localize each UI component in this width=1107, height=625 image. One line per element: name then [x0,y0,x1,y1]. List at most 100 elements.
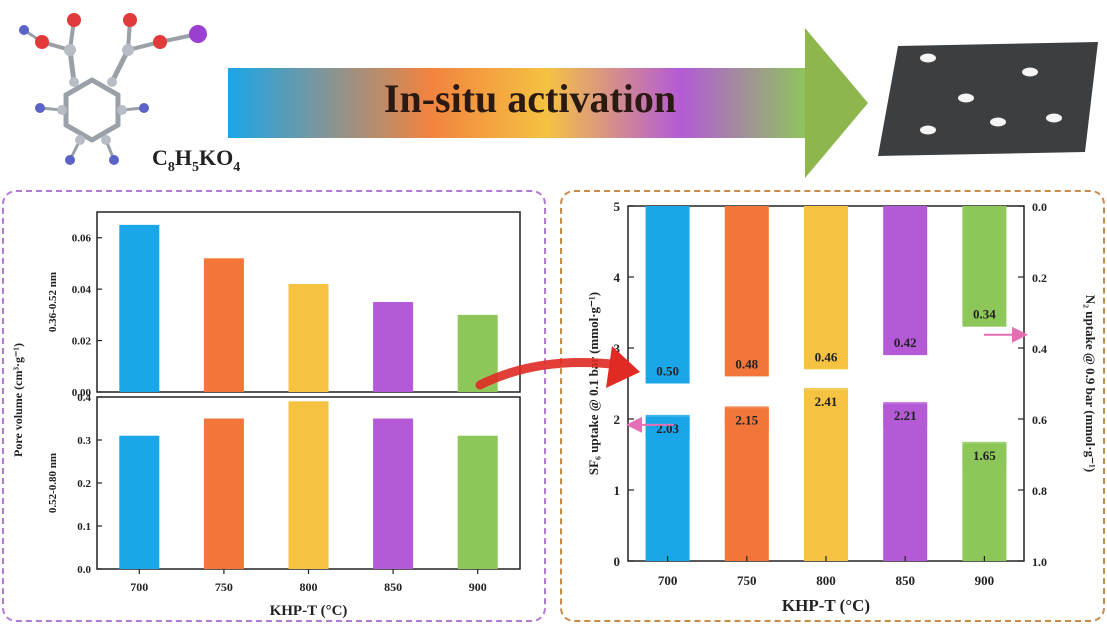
bar-750 [203,418,244,569]
hydrogen-atom [35,103,45,113]
bar-900 [457,435,498,569]
formula-h-sub: 5 [192,160,199,175]
pore-dot [958,93,974,103]
connector-arrow [475,358,625,390]
sf6-label-bg [804,387,848,412]
x-tick-label-900: 900 [975,573,995,588]
oxygen-atom [35,35,49,49]
sf6-value-label-900: 1.65 [973,448,996,463]
y-tick-label-right: 1.0 [1032,555,1047,569]
y-tick-label: 0.04 [72,284,92,296]
bar-800 [288,284,329,392]
carbon-atom [57,105,67,115]
y-tick-label-left: 5 [614,199,621,214]
x-axis-label: KHP-T (°C) [782,596,870,615]
oxygen-atom [67,13,81,27]
bond [63,77,95,98]
pore-dot [920,125,936,135]
y-tick-label-right: 0.6 [1032,413,1047,427]
n2-value-label-900: 0.34 [973,307,996,322]
y-tick-label: 0.00 [72,387,92,399]
pore-dot [990,117,1006,127]
arrow-label: In-situ activation [384,76,676,121]
sf6-bar-750 [724,408,769,561]
pore-dot [920,53,936,63]
hydrogen-atom [109,155,119,165]
chart-pore-volume-large: 700 750 800 850 900 0.0 0.1 0.2 0.3 0.4 0.52-0.80 … [47,392,521,619]
y-tick-label-left: 3 [614,341,621,356]
bar-800 [288,401,329,569]
sf6-bar-800 [804,389,848,561]
sf6-value-label-750: 2.15 [735,412,758,427]
carbon-atom [75,135,85,145]
y-tick-label-left: 0 [614,554,621,569]
formula-ko: KO [199,145,233,170]
right-panel-frame [560,190,1105,622]
formula-h: H [175,145,192,170]
sf6-bar-850 [883,404,928,561]
y-tick-label-right: 0.2 [1032,271,1047,285]
left-panel-frame [2,190,546,622]
svg-text:C8H5KO4: C8H5KO4 [152,145,240,175]
connector-arrow-head [606,346,640,388]
y-tick-label-left: 4 [614,270,621,285]
n2-value-label-850: 0.42 [894,335,917,350]
y-tick-label: 0.3 [77,435,91,447]
x-tick-label-750: 750 [215,580,233,594]
hydrogen-atom [19,25,29,35]
n2-value-label-750: 0.48 [735,356,758,371]
hydrogen-atom [65,155,75,165]
sf6-value-label-700: 2.03 [656,421,679,436]
n2-bar-750 [724,206,769,377]
y-tick-label-left: 2 [614,412,621,427]
carbon-atom [107,77,117,87]
x-tick-label-800: 800 [300,580,318,594]
formula-c-sub: 8 [168,160,175,175]
y-axis-label-left: SF₆ uptake @ 0.1 bar (mmol·g⁻¹) [586,292,601,475]
bar-750 [203,258,244,392]
y-axis-sublabel: 0.36-0.52 nm [47,272,59,332]
y-tick-label: 0.02 [72,336,92,348]
y-axis-label: Pore volume (cm³·g⁻¹) [11,343,25,457]
y-tick-label: 0.2 [77,478,91,490]
x-tick-label-800: 800 [816,573,836,588]
n2-bar-850 [883,206,928,356]
sf6-label-bg [962,441,1007,466]
bar-700 [119,224,160,392]
x-tick-label-700: 700 [130,580,148,594]
y-tick-label-right: 0.8 [1032,484,1047,498]
formula-o-sub: 4 [233,160,240,175]
bar-850 [373,302,414,392]
bond [89,122,121,143]
sf6-value-label-850: 2.21 [894,408,917,423]
carbon-atom [64,44,76,56]
n2-value-label-800: 0.46 [815,349,838,364]
sf6-label-bg [645,414,690,439]
y-tick-label-right: 0.4 [1032,342,1047,356]
sf6-label-bg [724,406,769,431]
y-tick-label: 0.06 [72,233,92,245]
n2-bar-800 [804,206,848,370]
n2-bar-700 [645,206,690,384]
y-tick-label-right: 0.0 [1032,200,1047,214]
carbon-atom [101,135,111,145]
bond [89,77,121,98]
carbon-atom [69,77,79,87]
n2-bar-900 [962,206,1007,327]
carbon-atom [122,44,134,56]
n2-value-label-700: 0.50 [656,364,679,379]
pore-dot [1022,67,1038,77]
khp-molecule-icon [19,13,207,165]
oxygen-atom [123,13,137,27]
hydrogen-atom [139,103,149,113]
x-tick-label-900: 900 [469,580,487,594]
bar-850 [373,418,414,569]
y-tick-label: 0.0 [77,564,91,576]
sf6-bar-700 [645,416,690,561]
chart-gas-uptake: 2.03 0.50 700 2.15 0.48 750 2.41 0.46 800 2.21 0.4… [586,199,1098,615]
x-axis-label: KHP-T (°C) [270,603,348,619]
carbon-atom [117,105,127,115]
molecular-formula: C8H5KO4 [152,145,240,175]
pore-dot [1046,113,1062,123]
